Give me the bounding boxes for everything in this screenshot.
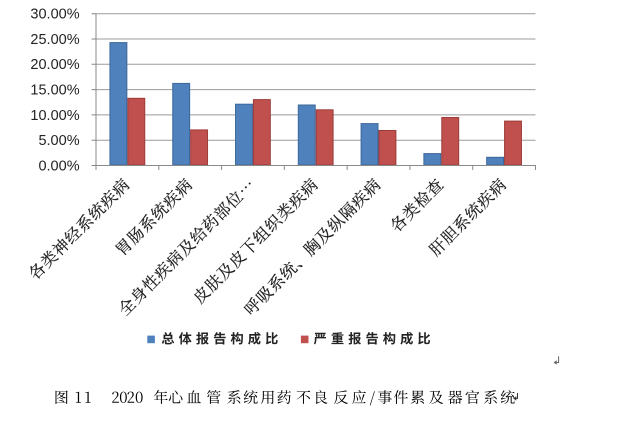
svg-text:30.00%: 30.00%	[30, 7, 79, 23]
svg-text:15.00%: 15.00%	[30, 83, 79, 99]
svg-text:10.00%: 10.00%	[30, 108, 79, 124]
svg-text:0.00%: 0.00%	[38, 158, 79, 174]
svg-text:5.00%: 5.00%	[38, 133, 79, 149]
svg-text:25.00%: 25.00%	[30, 32, 79, 48]
svg-text:20.00%: 20.00%	[30, 57, 79, 73]
